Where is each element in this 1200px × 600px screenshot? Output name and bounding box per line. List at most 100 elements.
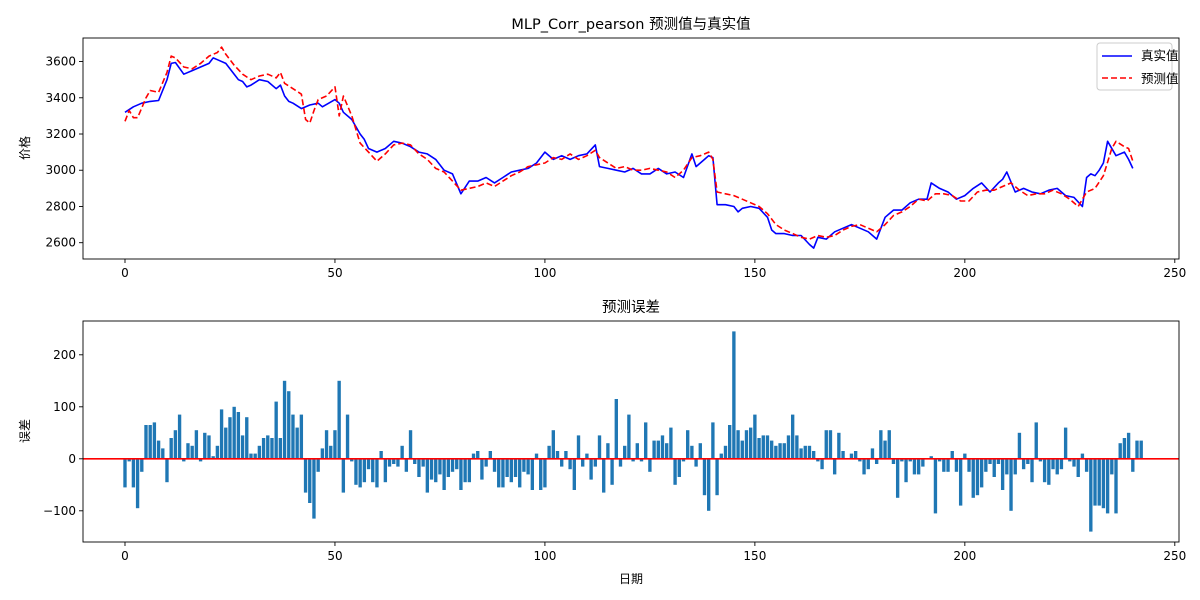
error-bar (740, 440, 744, 459)
error-bar (1097, 458, 1101, 506)
error-bar (358, 458, 362, 488)
error-bar (413, 458, 417, 464)
error-bar (883, 440, 887, 459)
error-bar (581, 458, 585, 467)
error-bar (455, 458, 459, 470)
error-bar (1051, 458, 1055, 470)
error-bar (719, 453, 723, 459)
line-chart-y-tick-label: 3200 (45, 127, 76, 141)
error-bar (921, 458, 925, 467)
error-bar (211, 456, 215, 459)
error-bar (610, 458, 614, 485)
error-bar (858, 458, 862, 462)
error-bar (904, 458, 908, 483)
error-bar (1131, 458, 1135, 472)
error-bar (879, 430, 883, 459)
error-bar (841, 451, 845, 459)
error-bar (774, 445, 778, 459)
error-bar (1059, 458, 1064, 470)
error-bar (971, 458, 975, 498)
line-chart-ticks: 0 50 100 150 200 250 2600 2800 3000 3200 3400 3600 (45, 55, 1186, 280)
error-bar (669, 427, 673, 459)
error-bar (769, 440, 774, 459)
predicted-price-line (124, 46, 1134, 240)
error-bar (1135, 440, 1139, 459)
bar-chart-x-tick-label: 0 (121, 549, 129, 563)
error-bar (1034, 422, 1038, 459)
error-bar (287, 391, 291, 459)
error-bar (186, 443, 190, 459)
error-bar (383, 458, 388, 483)
error-bar (816, 458, 820, 462)
error-bar (635, 443, 639, 459)
error-bar (853, 451, 858, 459)
error-bar (778, 443, 782, 459)
error-bar (316, 458, 320, 472)
bar-chart-x-axis-label: 日期 (619, 572, 643, 586)
error-bar (417, 458, 421, 477)
error-bar (1072, 458, 1076, 467)
error-bar (862, 458, 866, 475)
error-bar (736, 430, 740, 459)
error-bar (539, 458, 543, 490)
error-bar (946, 458, 950, 472)
error-bar (992, 458, 996, 477)
error-bar (1076, 458, 1080, 477)
error-bar (967, 458, 971, 472)
error-bar (1055, 458, 1059, 475)
error-bar (1114, 458, 1118, 514)
error-bar (476, 451, 480, 459)
error-bar (207, 435, 211, 459)
error-bar (215, 445, 220, 459)
error-bar (1013, 458, 1017, 475)
error-bar (631, 458, 635, 462)
error-bar (614, 399, 618, 459)
error-bar (505, 458, 509, 477)
error-bar (665, 443, 669, 459)
error-bar (1038, 458, 1043, 462)
error-bar (757, 438, 761, 459)
error-bar (593, 458, 597, 467)
error-bar (627, 414, 631, 459)
error-bar (954, 458, 959, 472)
error-bar (1026, 458, 1030, 464)
error-bar (1047, 458, 1051, 485)
error-bar (711, 422, 715, 459)
error-bar (266, 435, 270, 459)
error-bar (652, 440, 656, 459)
error-bar (190, 445, 194, 459)
error-bar (585, 453, 589, 459)
error-bar (984, 458, 988, 472)
error-bar (123, 458, 127, 488)
error-bar (887, 430, 891, 459)
error-bar (753, 414, 757, 459)
error-bar (152, 422, 157, 459)
error-bar (618, 458, 623, 467)
error-bar (526, 458, 530, 475)
error-bar (1042, 458, 1047, 483)
line-chart-y-tick-label: 2800 (45, 199, 76, 213)
error-bar (832, 458, 837, 475)
error-bar (434, 458, 438, 483)
error-bar (177, 414, 182, 459)
error-bar (232, 406, 236, 459)
error-bar (908, 458, 912, 462)
error-bar (362, 458, 367, 483)
error-bar (564, 451, 568, 459)
error-bar (261, 438, 266, 459)
error-bar (522, 458, 526, 472)
error-bar (446, 458, 451, 477)
error-bar (224, 427, 228, 459)
error-bar (333, 430, 337, 459)
line-chart-x-tick-label: 100 (533, 266, 556, 280)
error-bar (156, 440, 161, 459)
error-bar (555, 451, 560, 459)
error-bar (807, 445, 812, 459)
legend-label-predicted: 预测值 (1141, 71, 1179, 86)
error-bar (786, 435, 791, 459)
error-bar (534, 453, 539, 459)
error-bar (1118, 443, 1122, 459)
error-bar (135, 458, 140, 509)
error-bar (438, 458, 442, 475)
line-chart-y-tick-label: 3600 (45, 55, 76, 69)
